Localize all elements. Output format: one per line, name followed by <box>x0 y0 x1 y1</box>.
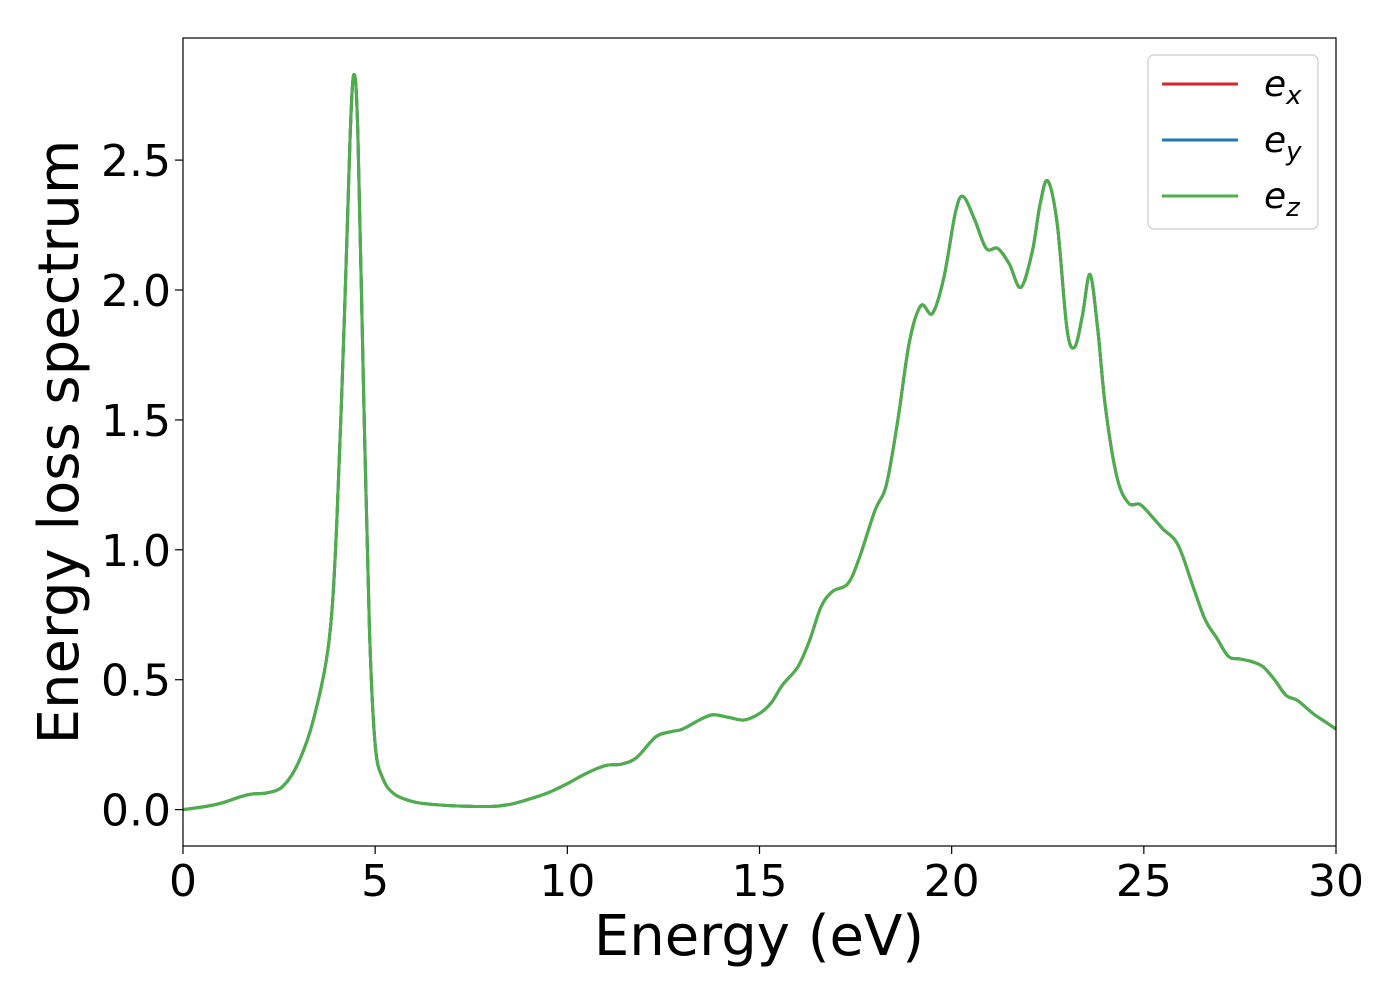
plot-frame <box>182 37 1337 847</box>
x-axis-ticks: 0 5 10 15 20 25 30 <box>169 846 1364 907</box>
series-line-ez <box>182 72 1337 812</box>
y-tick-label: 0.5 <box>101 656 171 707</box>
plot-lines <box>182 72 1337 812</box>
x-tick-label: 10 <box>539 856 595 907</box>
y-axis-title: Energy loss spectrum <box>27 140 92 745</box>
y-tick-label: 1.5 <box>101 396 171 447</box>
x-tick-label: 25 <box>1116 856 1172 907</box>
y-tick-label: 2.5 <box>101 136 171 187</box>
x-tick-label: 5 <box>361 856 389 907</box>
x-tick-label: 15 <box>732 856 788 907</box>
legend: ex ey ez <box>1147 54 1319 230</box>
x-tick-label: 20 <box>924 856 980 907</box>
legend-box <box>1147 54 1319 230</box>
y-tick-label: 1.0 <box>101 526 171 577</box>
legend-label: ez <box>1264 176 1301 223</box>
x-axis-title: Energy (eV) <box>594 904 924 969</box>
x-tick-label: 30 <box>1308 856 1364 907</box>
legend-label: ey <box>1264 120 1302 167</box>
y-tick-label: 2.0 <box>101 266 171 317</box>
y-axis-ticks: 0.0 0.5 1.0 1.5 2.0 2.5 <box>101 136 183 837</box>
y-tick-label: 0.0 <box>101 786 171 837</box>
legend-label: ex <box>1264 64 1302 111</box>
x-tick-label: 0 <box>169 856 197 907</box>
